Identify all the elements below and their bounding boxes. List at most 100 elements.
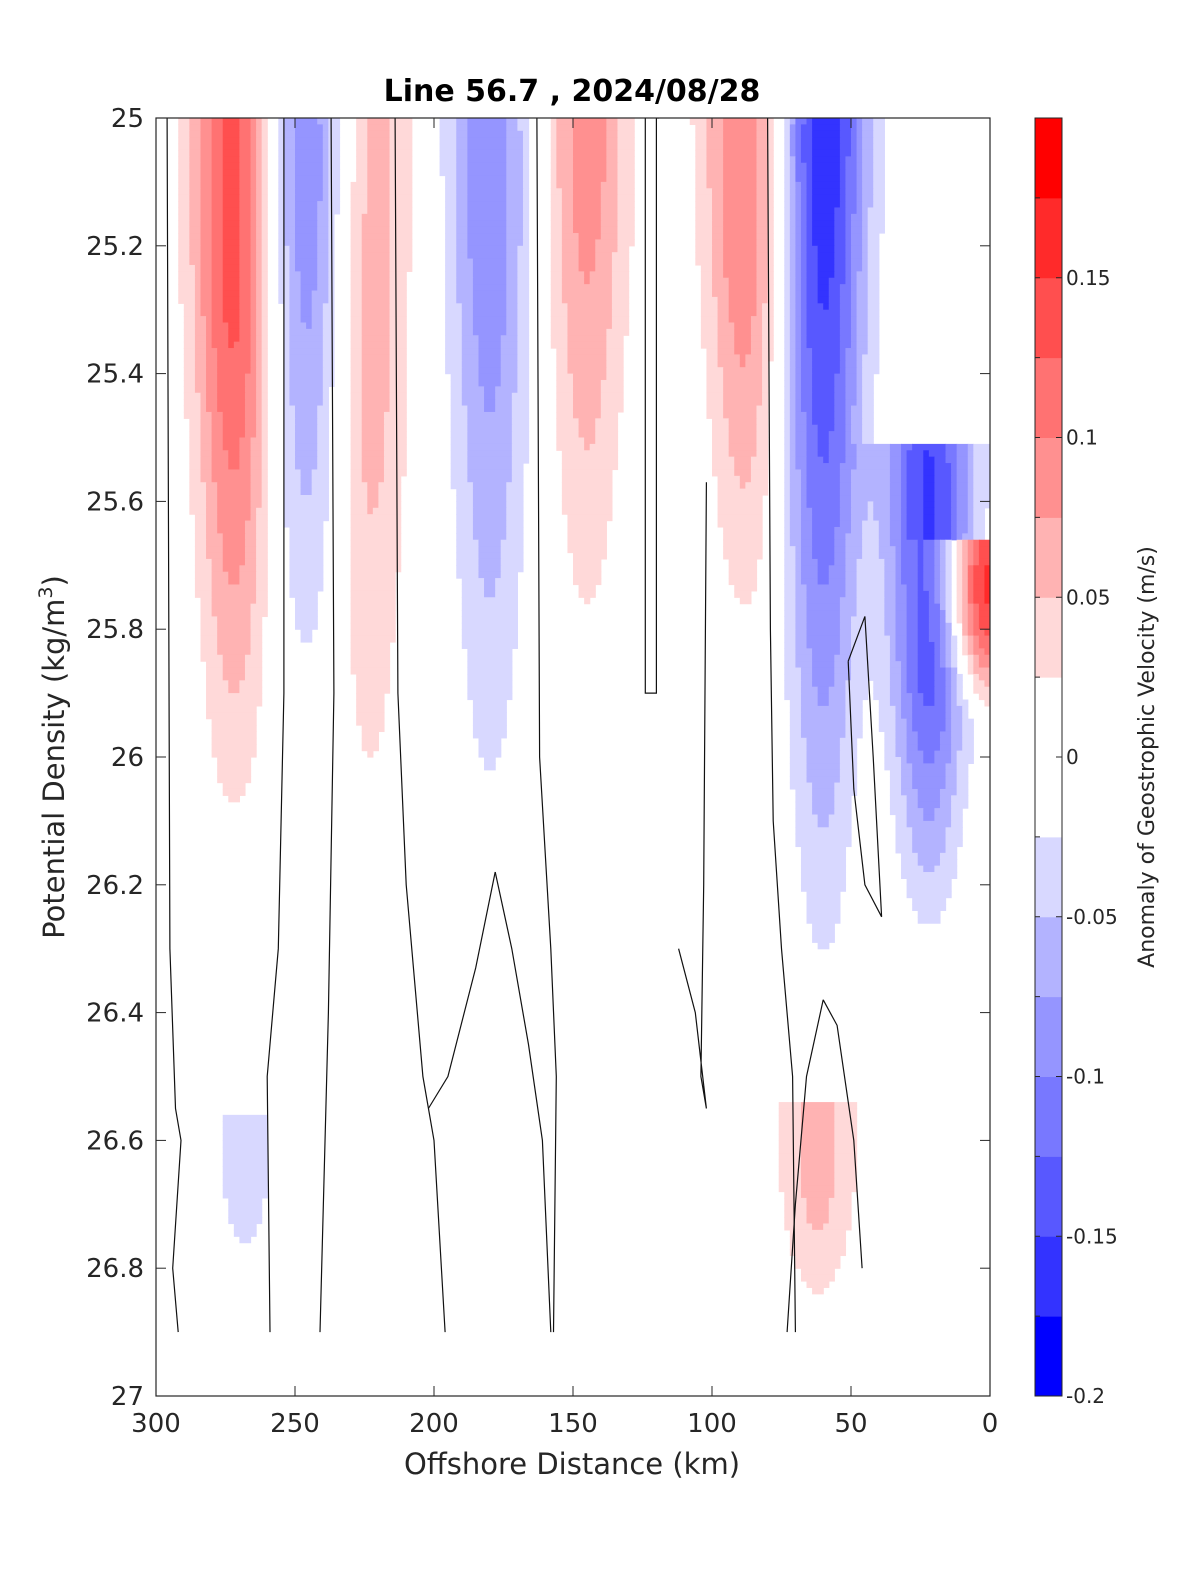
contour-fill-cell (222, 226, 240, 234)
contour-fill-cell (595, 245, 619, 253)
contour-fill-cell (500, 348, 518, 356)
contour-fill-cell (856, 450, 891, 458)
contour-fill-cell (178, 130, 190, 138)
contour-fill-cell (222, 1114, 268, 1122)
contour-fill-cell (178, 162, 190, 170)
contour-fill-cell (884, 622, 897, 630)
contour-fill-cell (211, 143, 224, 151)
contour-fill-cell (845, 693, 869, 701)
contour-fill-cell (506, 296, 518, 304)
contour-fill-cell (934, 482, 952, 490)
contour-fill-cell (728, 565, 758, 573)
contour-fill-cell (795, 610, 808, 618)
contour-fill-cell (361, 296, 391, 304)
contour-fill-cell (250, 495, 263, 502)
contour-fill-cell (250, 488, 263, 496)
contour-fill-cell (606, 162, 619, 170)
contour-fill-cell (200, 463, 213, 471)
contour-fill-cell (800, 680, 813, 688)
contour-fill-cell (839, 328, 852, 336)
contour-fill-cell (445, 322, 463, 330)
contour-fill-cell (800, 143, 813, 151)
contour-fill-cell (467, 162, 507, 170)
contour-fill-cell (789, 169, 796, 177)
contour-fill-cell (851, 220, 863, 228)
contour-fill-cell (856, 271, 869, 279)
contour-fill-cell (939, 648, 947, 656)
contour-fill-cell (561, 507, 613, 515)
contour-fill-cell (461, 610, 518, 618)
contour-fill-cell (867, 271, 880, 279)
contour-fill-cell (283, 118, 296, 125)
contour-fill-cell (250, 622, 263, 630)
contour-fill-cell (967, 450, 974, 458)
contour-fill-cell (206, 533, 224, 541)
contour-fill-cell (189, 149, 202, 157)
contour-fill-cell (256, 175, 263, 183)
contour-fill-cell (617, 220, 635, 228)
contour-fill-cell (356, 156, 368, 164)
contour-fill-cell (561, 245, 580, 253)
contour-fill-cell (889, 635, 897, 643)
contour-fill-cell (706, 118, 724, 125)
contour-fill-cell (839, 162, 847, 170)
contour-fill-cell (795, 814, 819, 822)
contour-fill-cell (834, 1172, 858, 1180)
contour-fill-cell (606, 130, 619, 138)
contour-fill-cell (956, 495, 969, 502)
contour-fill-cell (845, 680, 869, 688)
contour-fill-cell (573, 201, 602, 209)
contour-fill-cell (295, 450, 318, 458)
contour-fill-cell (756, 220, 769, 228)
contour-fill-cell (611, 296, 630, 304)
contour-fill-cell (200, 475, 213, 483)
contour-fill-cell (556, 443, 585, 451)
contour-fill-cell (250, 316, 257, 324)
contour-fill-cell (595, 258, 613, 266)
contour-fill-cell (322, 367, 335, 375)
contour-fill-cell (756, 437, 769, 445)
contour-fill-cell (561, 495, 613, 502)
contour-fill-cell (795, 411, 808, 419)
contour-fill-cell (939, 801, 952, 809)
contour-fill-cell (189, 437, 202, 445)
contour-fill-cell (795, 309, 802, 317)
contour-fill-cell (956, 776, 969, 784)
contour-fill-cell (189, 469, 202, 477)
contour-fill-cell (389, 137, 413, 145)
contour-fill-cell (256, 181, 263, 189)
contour-fill-cell (784, 610, 796, 618)
contour-fill-cell (350, 571, 396, 579)
contour-fill-cell (600, 411, 619, 419)
contour-fill-cell (778, 1185, 802, 1193)
contour-fill-cell (183, 322, 196, 330)
contour-fill-cell (283, 386, 291, 394)
y-tick-label: 25 (111, 104, 144, 134)
contour-fill-cell (556, 156, 574, 164)
contour-fill-cell (189, 137, 202, 145)
contour-fill-cell (723, 213, 758, 221)
contour-fill-cell (884, 750, 897, 758)
contour-fill-cell (250, 271, 257, 279)
contour-fill-cell (256, 188, 263, 196)
contour-fill-cell (261, 201, 268, 209)
contour-fill-cell (784, 622, 796, 630)
contour-fill-cell (823, 1223, 852, 1231)
contour-fill-cell (906, 725, 913, 733)
contour-fill-cell (962, 584, 969, 592)
contour-fill-cell (522, 149, 530, 157)
contour-fill-cell (806, 418, 813, 426)
contour-fill-cell (461, 348, 480, 356)
contour-fill-cell (917, 571, 924, 579)
contour-fill-cell (778, 1153, 802, 1161)
contour-fill-cell (951, 820, 963, 828)
contour-fill-cell (445, 226, 457, 234)
contour-fill-cell (178, 245, 190, 253)
contour-fill-cell (912, 712, 947, 720)
contour-fill-cell (717, 360, 741, 368)
contour-fill-cell (901, 712, 913, 720)
contour-fill-cell (901, 872, 958, 880)
contour-fill-cell (856, 558, 885, 566)
contour-fill-cell (573, 156, 607, 164)
contour-fill-cell (839, 360, 847, 368)
